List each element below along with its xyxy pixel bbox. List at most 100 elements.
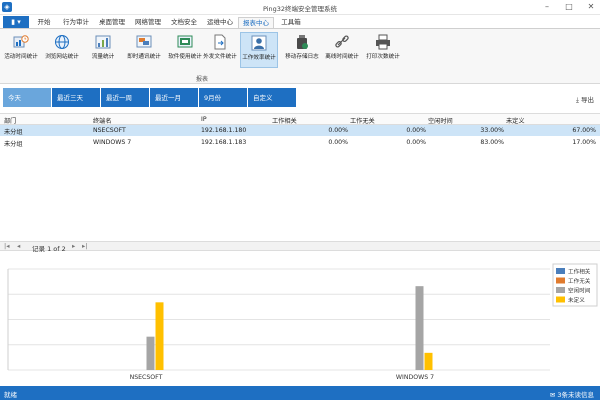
filter-last-week-button[interactable]: 最近一周 <box>101 88 149 107</box>
tab-ops-center[interactable]: 运维中心 <box>207 18 233 26</box>
legend-label: 空闲时间 <box>568 286 591 294</box>
printer-icon <box>376 34 390 50</box>
table-cell: 33.00% <box>480 127 504 134</box>
filter-custom-button[interactable]: 自定义 <box>248 88 296 107</box>
tab-report-center[interactable]: 报表中心 <box>238 17 274 28</box>
chart-bar[interactable] <box>424 352 433 370</box>
window-title: Ping32终端安全管理系统 <box>262 5 338 13</box>
filter-last-3-days-button[interactable]: 最近三天 <box>52 88 100 107</box>
legend-label: 工作相关 <box>568 267 591 275</box>
column-header[interactable]: IP <box>201 116 207 123</box>
close-icon[interactable]: ✕ <box>587 2 595 11</box>
chart-bar[interactable] <box>415 286 424 370</box>
legend-swatch <box>556 277 565 284</box>
table-row[interactable]: 未分组 WINDOWS 7 192.168.1.183 0.00% 0.00% … <box>0 137 600 148</box>
print-count-button[interactable]: 打印次数统计 <box>364 32 402 68</box>
column-header[interactable]: 部门 <box>4 118 17 125</box>
globe-icon <box>55 35 69 49</box>
browse-web-label: 浏览网站统计 <box>45 54 79 60</box>
column-header[interactable]: 未定义 <box>506 118 525 125</box>
chart-bar[interactable] <box>146 336 155 370</box>
ribbon-group-label: 报表 <box>195 76 208 83</box>
table-cell: 0.00% <box>406 127 426 134</box>
file-out-icon <box>214 34 226 50</box>
traffic-label: 流量统计 <box>91 54 115 60</box>
next-page-icon[interactable]: ▸ <box>72 242 76 250</box>
legend-label: 工作无关 <box>568 277 591 285</box>
table-cell: 0.00% <box>406 139 426 146</box>
unread-messages[interactable]: ✉ 3条未读信息 <box>550 389 594 399</box>
user-efficiency-icon <box>251 35 267 51</box>
tab-document-security[interactable]: 文档安全 <box>171 18 197 26</box>
mobile-storage-button[interactable]: 移动存储日志 <box>283 32 321 68</box>
filter-september-button[interactable]: 9月份 <box>199 88 247 107</box>
status-text: 就绪 <box>4 391 17 399</box>
table-row[interactable]: 未分组 NSECSOFT 192.168.1.180 0.00% 0.00% 3… <box>0 125 600 136</box>
table-cell: WINDOWS 7 <box>93 139 132 146</box>
pager-bar: |◂ ◂ 记录 1 of 2 ▸ ▸| <box>0 241 600 253</box>
legend-swatch <box>556 287 565 293</box>
table-cell: 192.168.1.183 <box>201 139 247 146</box>
last-page-icon[interactable]: ▸| <box>82 242 88 250</box>
clock-chart-button[interactable]: 活动时间统计 <box>2 32 40 68</box>
legend-swatch <box>556 268 565 274</box>
export-button[interactable]: ⤓ 导出 <box>576 94 594 105</box>
mobile-storage-label: 移动存储日志 <box>285 54 319 60</box>
filter-today-button[interactable]: 今天 <box>3 88 51 107</box>
traffic-chart-icon <box>95 35 111 49</box>
tab-start[interactable]: 开始 <box>37 18 51 26</box>
tab-network[interactable]: 网络管理 <box>135 18 161 26</box>
minimize-icon[interactable]: – <box>545 2 549 11</box>
table-header: 部门 终端名 IP 工作相关 工作无关 空闲时间 未定义 <box>0 114 600 125</box>
table-cell: 0.00% <box>328 127 348 134</box>
software-usage-label: 软件使用统计 <box>168 54 202 60</box>
category-label: WINDOWS 7 <box>396 374 434 381</box>
ribbon-panel: 活动时间统计 浏览网站统计 流量统计 即时通讯统计 软件使用统计 外发文件统计 … <box>0 28 600 84</box>
maximize-icon[interactable]: □ <box>565 2 573 11</box>
column-header[interactable]: 空闲时间 <box>428 118 453 125</box>
offline-time-label: 离线时间统计 <box>325 54 359 60</box>
table-cell: 未分组 <box>4 129 23 136</box>
clock-chart-icon <box>13 35 29 48</box>
table-cell: 未分组 <box>4 141 23 148</box>
work-efficiency-label: 工作效率统计 <box>242 55 276 61</box>
legend-label: 未定义 <box>568 296 585 304</box>
unread-messages-label: 3条未读信息 <box>557 391 594 399</box>
software-usage-button[interactable]: 软件使用统计 <box>166 32 204 68</box>
column-header[interactable]: 工作相关 <box>272 118 297 125</box>
column-header[interactable]: 终端名 <box>93 118 112 125</box>
mail-icon: ✉ <box>549 391 556 399</box>
column-header[interactable]: 工作无关 <box>350 118 375 125</box>
work-efficiency-button[interactable]: 工作效率统计 <box>240 32 278 68</box>
file-menu-button[interactable]: ▮ ▾ <box>3 16 29 28</box>
filter-last-month-button[interactable]: 最近一月 <box>150 88 198 107</box>
tab-toolbox[interactable]: 工具箱 <box>281 18 301 26</box>
traffic-button[interactable]: 流量统计 <box>84 32 122 68</box>
table-cell: 83.00% <box>480 139 504 146</box>
browse-web-button[interactable]: 浏览网站统计 <box>43 32 81 68</box>
chart-bar[interactable] <box>155 302 164 370</box>
clock-chart-label: 活动时间统计 <box>4 54 38 60</box>
first-page-icon[interactable]: |◂ <box>4 242 10 250</box>
legend-swatch <box>556 296 565 303</box>
tab-behavior-audit[interactable]: 行为审计 <box>63 18 89 26</box>
window-controls: – □ ✕ <box>542 2 596 12</box>
data-table: 部门 终端名 IP 工作相关 工作无关 空闲时间 未定义 未分组 NSECSOF… <box>0 113 600 241</box>
usb-icon <box>297 35 308 49</box>
outgoing-file-button[interactable]: 外发文件统计 <box>201 32 239 68</box>
record-counter: 记录 1 of 2 <box>32 245 66 253</box>
tab-desktop[interactable]: 桌面管理 <box>99 18 125 26</box>
table-cell: 0.00% <box>328 139 348 146</box>
app-logo-icon: ◈ <box>2 2 12 12</box>
offline-time-button[interactable]: 离线时间统计 <box>323 32 361 68</box>
date-filter-bar: 今天 最近三天 最近一周 最近一月 9月份 自定义 ⤓ 导出 <box>0 84 600 112</box>
outgoing-file-label: 外发文件统计 <box>203 54 237 60</box>
table-cell: NSECSOFT <box>93 127 126 134</box>
software-icon <box>177 35 193 48</box>
print-count-label: 打印次数统计 <box>366 54 400 60</box>
im-stats-button[interactable]: 即时通讯统计 <box>125 32 163 68</box>
table-cell: 17.00% <box>572 139 596 146</box>
prev-page-icon[interactable]: ◂ <box>17 242 21 250</box>
efficiency-chart: NSECSOFT WINDOWS 7 工作相关 工作无关 空闲时间 未定义 <box>0 252 600 386</box>
link-icon <box>335 35 349 48</box>
